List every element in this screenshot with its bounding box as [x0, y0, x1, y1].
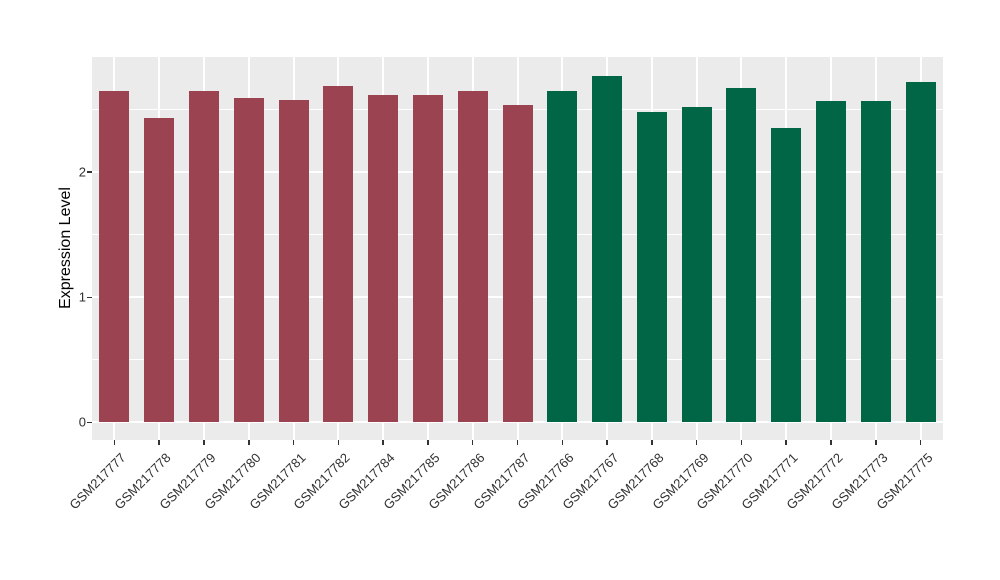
y-tick-mark: [87, 421, 92, 424]
x-tick-mark: [875, 440, 877, 445]
x-tick-mark: [606, 440, 608, 445]
bar-GSM217778: [144, 118, 175, 423]
x-tick-mark: [919, 440, 922, 445]
x-tick-mark: [427, 440, 429, 445]
x-tick-mark: [695, 440, 698, 445]
x-tick-mark: [561, 440, 564, 445]
x-tick-mark: [248, 440, 250, 445]
bar-GSM217785: [412, 94, 443, 423]
bar-GSM217770: [726, 88, 757, 423]
x-tick-mark: [471, 440, 474, 445]
y-tick-label: 2: [78, 164, 86, 180]
bar-GSM217780: [233, 98, 264, 423]
bar-GSM217772: [816, 100, 847, 423]
x-tick-mark: [292, 440, 295, 445]
bar-GSM217784: [368, 94, 399, 423]
bar-GSM217766: [547, 90, 578, 423]
bar-GSM217781: [278, 99, 309, 423]
y-tick-mark: [87, 171, 92, 173]
x-tick-mark: [382, 440, 384, 445]
bar-GSM217779: [188, 90, 219, 423]
bar-GSM217777: [99, 90, 130, 423]
x-tick-mark: [740, 440, 743, 445]
bar-GSM217768: [636, 112, 667, 423]
x-tick-mark: [158, 440, 160, 445]
bar-GSM217786: [457, 90, 488, 423]
plot-panel: [92, 57, 943, 440]
x-tick-mark: [785, 440, 787, 445]
bar-GSM217773: [860, 100, 891, 423]
bar-GSM217769: [681, 107, 712, 423]
bar-GSM217782: [323, 85, 354, 423]
y-tick-label: 0: [78, 414, 86, 430]
x-tick-mark: [203, 440, 205, 445]
x-tick-mark: [830, 440, 832, 445]
bar-GSM217771: [771, 128, 802, 423]
y-tick-mark: [87, 296, 92, 299]
x-tick-mark: [651, 440, 653, 445]
bar-GSM217787: [502, 104, 533, 423]
y-tick-label: 1: [78, 289, 86, 305]
x-tick-mark: [337, 440, 340, 445]
y-axis-title: Expression Level: [57, 187, 74, 309]
bar-GSM217775: [905, 82, 936, 423]
bar-GSM217767: [592, 75, 623, 423]
x-tick-mark: [516, 440, 519, 445]
x-tick-mark: [113, 440, 116, 445]
